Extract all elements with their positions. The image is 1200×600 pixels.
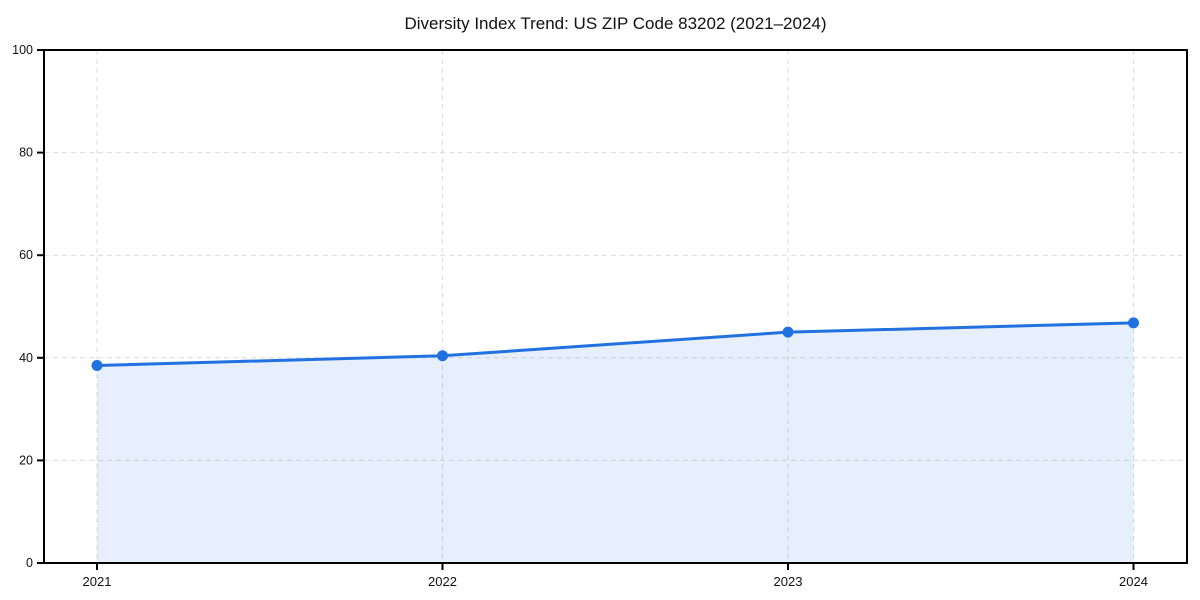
y-tick-label: 100 (12, 43, 33, 57)
chart-title: Diversity Index Trend: US ZIP Code 83202… (404, 14, 827, 33)
y-tick-label: 0 (26, 556, 33, 570)
x-tick-label: 2021 (83, 574, 112, 589)
data-point-2022 (437, 350, 448, 362)
data-point-2024 (1128, 317, 1139, 329)
plot-border (43, 49, 1188, 564)
y-tick-label: 60 (19, 248, 33, 262)
y-tick-label: 20 (19, 453, 33, 467)
x-tick-label: 2023 (774, 574, 803, 589)
y-tick-label: 80 (19, 146, 33, 160)
y-tick-label: 40 (19, 351, 33, 365)
x-tick-label: 2024 (1119, 574, 1148, 589)
x-tick-label: 2022 (428, 574, 457, 589)
data-point-2021 (91, 359, 103, 371)
area-fill (97, 322, 1134, 563)
trend-line (95, 321, 1135, 367)
data-point-2023 (782, 326, 794, 338)
